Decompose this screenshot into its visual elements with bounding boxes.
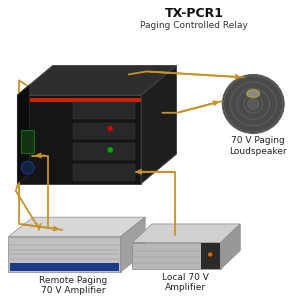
Polygon shape	[18, 98, 141, 102]
Polygon shape	[8, 237, 121, 272]
Circle shape	[21, 161, 34, 174]
Polygon shape	[17, 66, 176, 95]
Circle shape	[209, 253, 211, 256]
Polygon shape	[201, 242, 220, 269]
Ellipse shape	[222, 74, 284, 134]
Ellipse shape	[247, 89, 260, 98]
Circle shape	[108, 148, 112, 152]
Polygon shape	[21, 130, 34, 153]
Text: Local 70 V
Amplifier: Local 70 V Amplifier	[162, 273, 209, 292]
Polygon shape	[73, 143, 135, 160]
Polygon shape	[141, 66, 176, 184]
Polygon shape	[17, 95, 141, 184]
Text: TX-PCR1: TX-PCR1	[165, 7, 224, 20]
Text: Paging Controlled Relay: Paging Controlled Relay	[140, 21, 248, 30]
Polygon shape	[10, 262, 119, 271]
Polygon shape	[132, 242, 221, 269]
Polygon shape	[73, 123, 135, 139]
Polygon shape	[17, 85, 30, 184]
Polygon shape	[121, 217, 145, 272]
Ellipse shape	[247, 98, 259, 110]
Polygon shape	[221, 224, 240, 269]
Polygon shape	[73, 164, 135, 181]
Polygon shape	[132, 224, 240, 242]
Circle shape	[108, 127, 112, 131]
Text: 70 V Paging
Loudspeaker: 70 V Paging Loudspeaker	[229, 136, 286, 156]
Polygon shape	[8, 217, 145, 237]
Polygon shape	[73, 102, 135, 119]
Text: Remote Paging
70 V Amplifier: Remote Paging 70 V Amplifier	[39, 276, 107, 295]
